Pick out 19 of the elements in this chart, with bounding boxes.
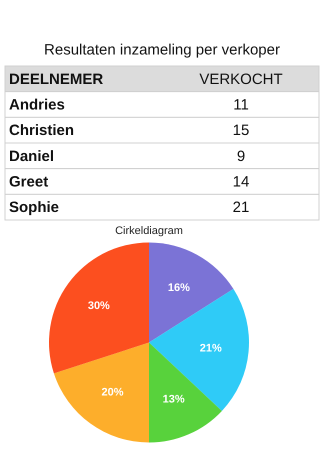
chart-title: Cirkeldiagram (115, 225, 183, 237)
data-label: 11 (233, 96, 249, 114)
text: Resultaten inzameling per verkoper (44, 42, 280, 58)
category-label: Christien (9, 122, 74, 140)
data-label: 21 (232, 199, 250, 216)
data-label: 15 (232, 122, 250, 140)
data-label: 14 (232, 174, 250, 190)
data-label: 30% (88, 300, 110, 312)
category-label: Andries (9, 96, 65, 114)
category-label: Sophie (9, 199, 60, 216)
data-label: 20% (102, 386, 124, 399)
category-label: Daniel (9, 148, 54, 165)
data-label: 21% (200, 342, 222, 354)
category-label: Greet (9, 174, 48, 190)
text: VERKOCHT (199, 70, 283, 88)
data-label: 9 (236, 148, 246, 165)
data-label: 13% (162, 393, 185, 406)
data-label: 16% (168, 282, 190, 294)
text: DEELNEMER (9, 70, 104, 88)
